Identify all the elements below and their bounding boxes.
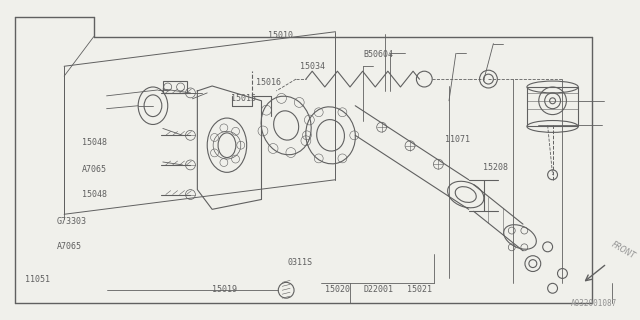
Text: 15016: 15016 [256,78,281,87]
Text: 15208: 15208 [483,164,508,172]
Text: A032001087: A032001087 [570,299,617,308]
Bar [527,87,578,126]
Text: 11071: 11071 [445,135,470,144]
Text: 0311S: 0311S [287,258,312,267]
Text: A7065: A7065 [57,242,82,251]
Text: D22001: D22001 [363,285,393,294]
Text: 15048: 15048 [82,190,107,199]
Text: B50604: B50604 [363,50,393,59]
Bar [163,81,188,93]
Text: 15048: 15048 [82,138,107,147]
Text: 15015: 15015 [230,94,255,103]
Text: 15010: 15010 [268,31,293,40]
Text: 15034: 15034 [300,62,325,71]
Text: FRONT: FRONT [610,240,637,261]
Text: 15019: 15019 [212,285,237,294]
Text: G73303: G73303 [57,217,87,226]
Text: A7065: A7065 [82,165,107,174]
Text: 11051: 11051 [25,276,51,284]
Text: 15020: 15020 [325,285,350,294]
Text: 15021: 15021 [407,285,433,294]
